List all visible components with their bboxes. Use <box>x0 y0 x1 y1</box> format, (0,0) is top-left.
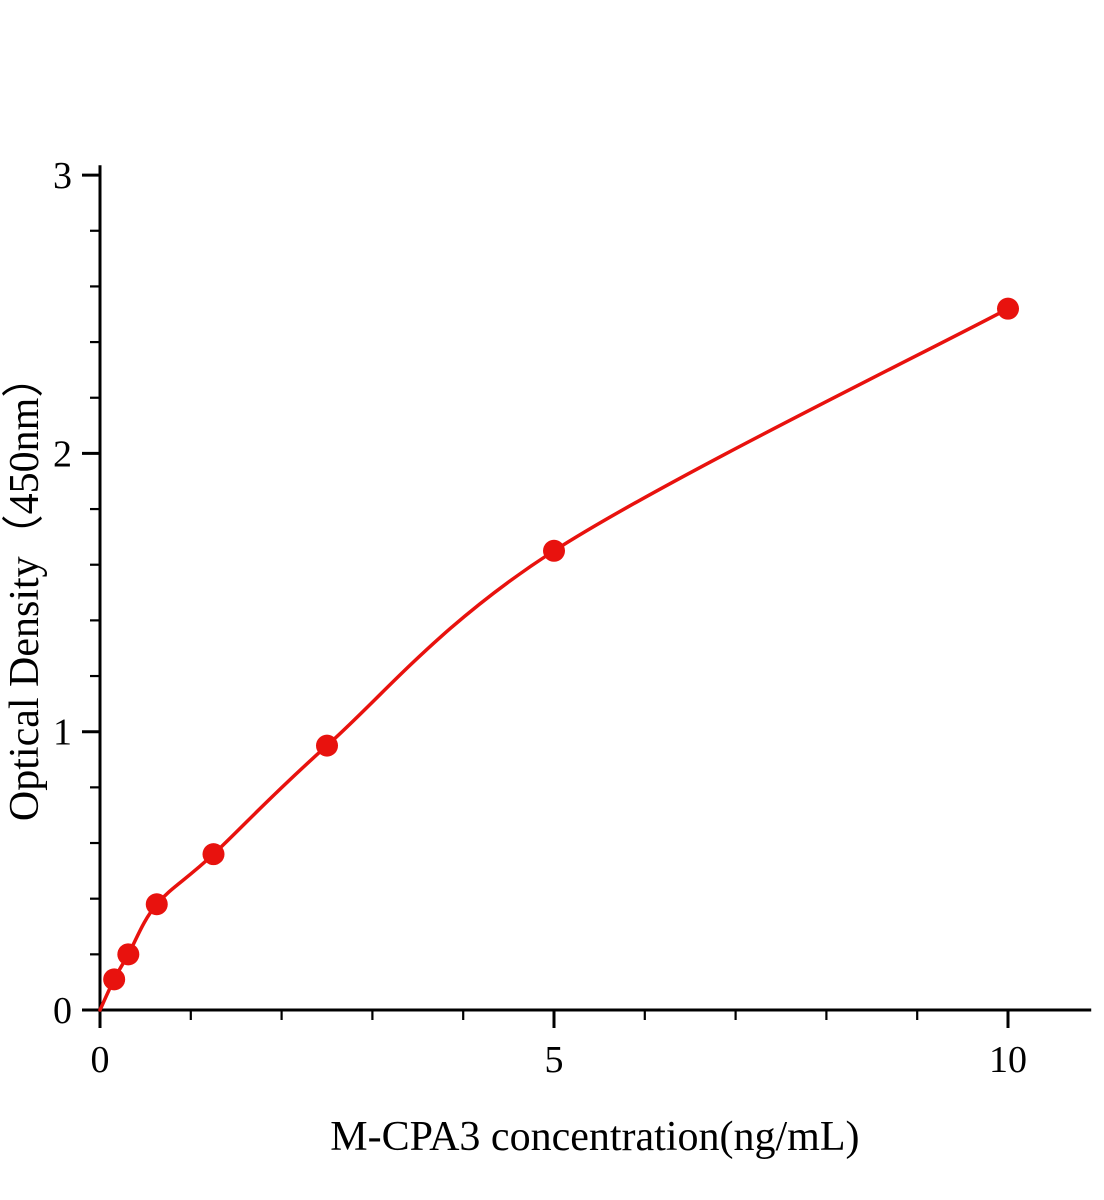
x-tick-label: 10 <box>989 1039 1027 1081</box>
tick-labels: 0 5 10 0 1 2 3 <box>53 155 1027 1081</box>
y-tick-label: 3 <box>53 155 72 197</box>
data-point <box>316 734 338 757</box>
x-tick-label: 0 <box>91 1039 110 1081</box>
y-tick-label: 1 <box>53 712 72 754</box>
data-point <box>997 297 1019 320</box>
ticks <box>82 173 1010 1028</box>
fit-curve <box>98 306 1010 1012</box>
y-tick-label: 2 <box>53 433 72 475</box>
y-tick-label: 0 <box>53 990 72 1032</box>
data-point <box>103 968 126 991</box>
data-point <box>145 893 168 916</box>
data-point <box>543 539 565 562</box>
x-axis-label: M-CPA3 concentration(ng/mL) <box>330 1114 859 1160</box>
data-point <box>117 943 140 966</box>
data-point <box>202 843 225 866</box>
y-axis-label: Optical Density（450nm） <box>2 356 48 821</box>
axes <box>98 165 1092 1012</box>
x-tick-label: 5 <box>545 1039 564 1081</box>
data-points <box>103 297 1019 991</box>
